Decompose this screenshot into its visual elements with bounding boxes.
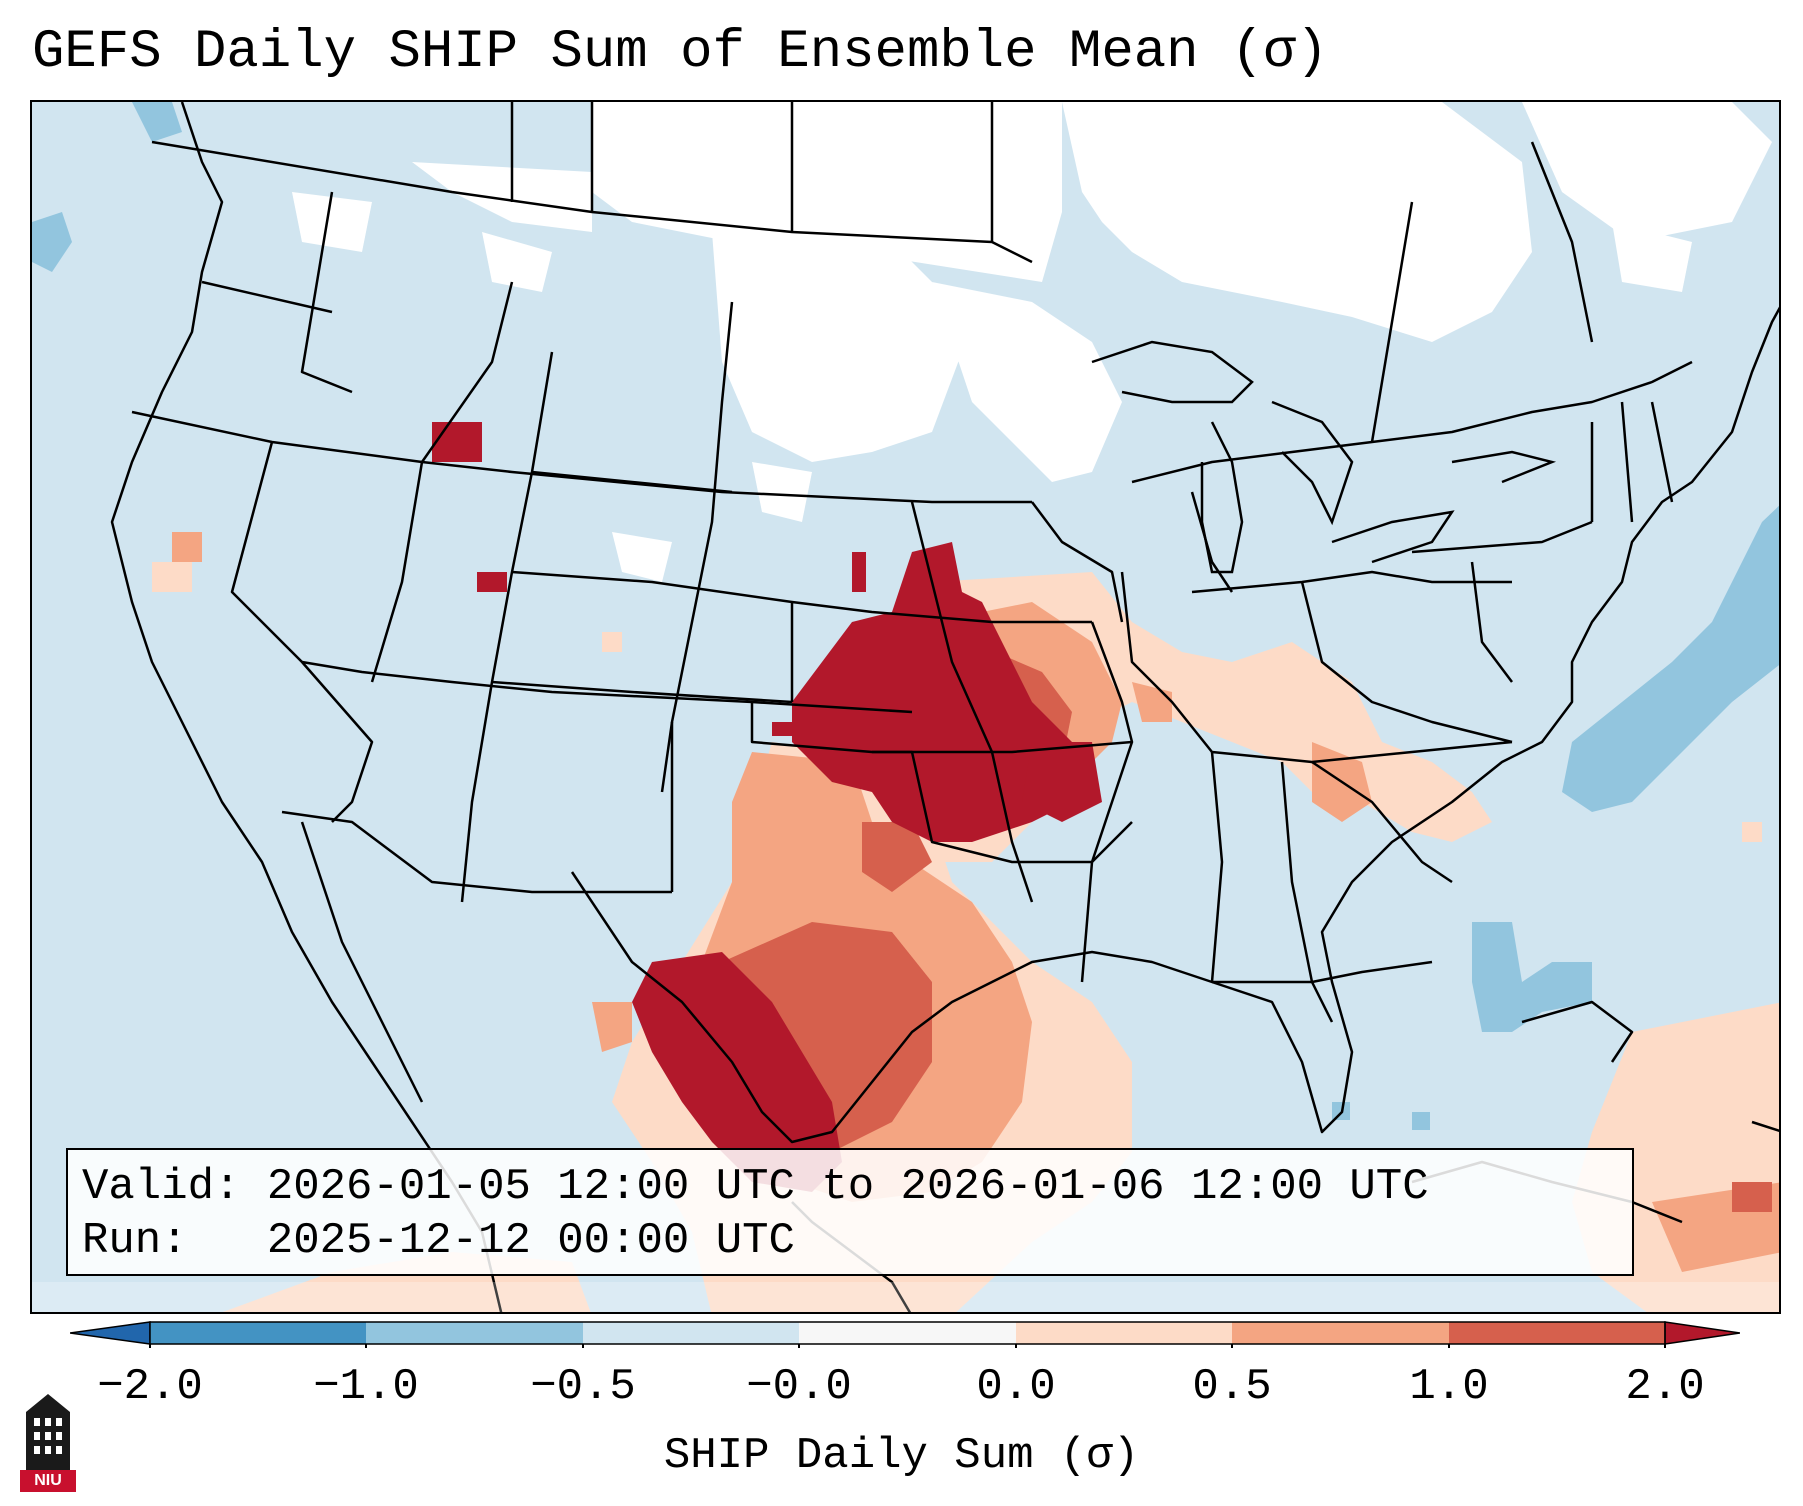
lower-edge-wash (32, 1282, 1779, 1312)
map-canvas (32, 102, 1779, 1312)
colorbar-extend-low (70, 1321, 151, 1345)
colorbar-tick-label: 0.0 (976, 1362, 1056, 1412)
colorbar-segment-3 (583, 1322, 799, 1344)
colorbar-frame (149, 1321, 1666, 1345)
niu-logo: NIU (20, 1392, 76, 1492)
atlantic-below-normal (32, 102, 1779, 1130)
colorbar-label: SHIP Daily Sum (σ) (663, 1431, 1140, 1481)
colorbar-tick-label: −1.0 (313, 1362, 419, 1412)
map-title: GEFS Daily SHIP Sum of Ensemble Mean (σ) (32, 22, 1329, 83)
colorbar-tick-label: −0.5 (530, 1362, 636, 1412)
colorbar-segment-5 (1016, 1322, 1232, 1344)
colorbar-ticks (149, 1344, 1666, 1348)
colorbar-tick-label: −2.0 (97, 1362, 203, 1412)
colorbar-tick-label: −0.0 (746, 1362, 852, 1412)
near-zero-regions (292, 102, 1772, 582)
niu-tower-icon (26, 1394, 70, 1470)
colorbar-extend-high (1664, 1321, 1740, 1345)
niu-logo-text: NIU (20, 1470, 76, 1492)
colorbar-tick-label: 1.0 (1409, 1362, 1489, 1412)
colorbar-segment-6 (1232, 1322, 1449, 1344)
colorbar-segment-4 (799, 1322, 1016, 1344)
colorbar-segment-1 (150, 1322, 366, 1344)
colorbar (70, 1321, 1740, 1348)
colorbar-tick-label: 0.5 (1192, 1362, 1272, 1412)
run-time-line: Run: 2025-12-12 00:00 UTC (82, 1216, 795, 1266)
map-panel (30, 100, 1781, 1314)
state-boundaries (131, 102, 1693, 1023)
great-lakes (1091, 340, 1557, 574)
colorbar-segment-2 (366, 1322, 583, 1344)
valid-time-line: Valid: 2026-01-05 12:00 UTC to 2026-01-0… (82, 1162, 1429, 1212)
valid-run-info-box: Valid: 2026-01-05 12:00 UTC to 2026-01-0… (66, 1148, 1634, 1276)
colorbar-segment-7 (1449, 1322, 1665, 1344)
colorbar-tick-label: 2.0 (1625, 1362, 1705, 1412)
